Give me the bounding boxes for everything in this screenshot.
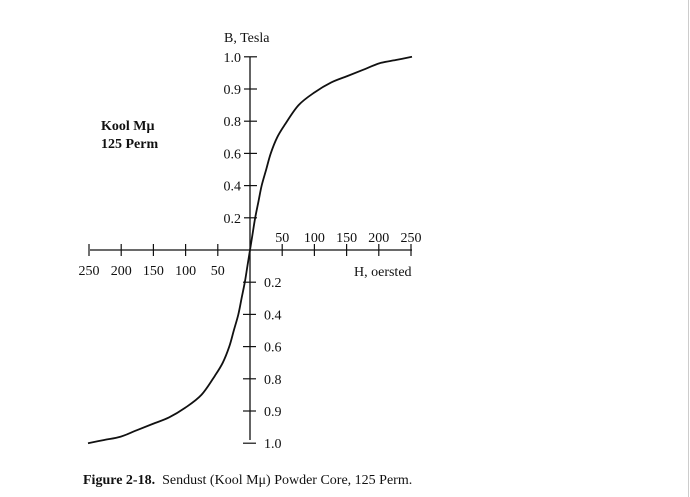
x-tick-label: 200 [368, 231, 389, 246]
x-tick-label: 100 [175, 264, 196, 279]
x-tick-label: 250 [401, 231, 422, 246]
figure-caption: Figure 2-18. Sendust (Kool Mμ) Powder Co… [83, 473, 412, 489]
material-annotation: Kool Mμ 125 Perm [101, 118, 158, 154]
y-tick-label: 1.0 [264, 437, 282, 452]
x-tick-label: 150 [336, 231, 357, 246]
y-tick-label: 0.4 [264, 308, 282, 323]
y-tick-label: 0.9 [264, 405, 282, 420]
x-tick-label: 200 [111, 264, 132, 279]
bh-curve-line [87, 55, 413, 445]
x-tick-label: 100 [304, 231, 325, 246]
y-tick-label: 0.9 [224, 83, 242, 98]
figure-caption-text: Sendust (Kool Mμ) Powder Core, 125 Perm. [155, 473, 413, 488]
x-tick-label: 50 [275, 231, 289, 246]
y-tick-label: 0.2 [264, 276, 282, 291]
y-tick-label: 1.0 [224, 51, 242, 66]
figure-caption-label: Figure 2-18. [83, 473, 156, 488]
x-tick-label: 250 [79, 264, 100, 279]
y-tick-label: 0.2 [224, 212, 242, 227]
y-tick-label: 0.6 [264, 341, 282, 356]
annotation-line-2: 125 Perm [101, 137, 159, 152]
page-edge [688, 0, 689, 497]
x-tick-label: 50 [211, 264, 225, 279]
y-tick-label: 0.8 [224, 115, 242, 130]
y-tick-label: 0.6 [224, 147, 242, 162]
x-axis-label: H, oersted [354, 265, 412, 280]
y-axis-label: B, Tesla [224, 31, 270, 46]
x-tick-label: 150 [143, 264, 164, 279]
y-tick-label: 0.8 [264, 373, 282, 388]
y-tick-label: 0.4 [224, 180, 242, 195]
annotation-line-1: Kool Mμ [101, 119, 155, 134]
